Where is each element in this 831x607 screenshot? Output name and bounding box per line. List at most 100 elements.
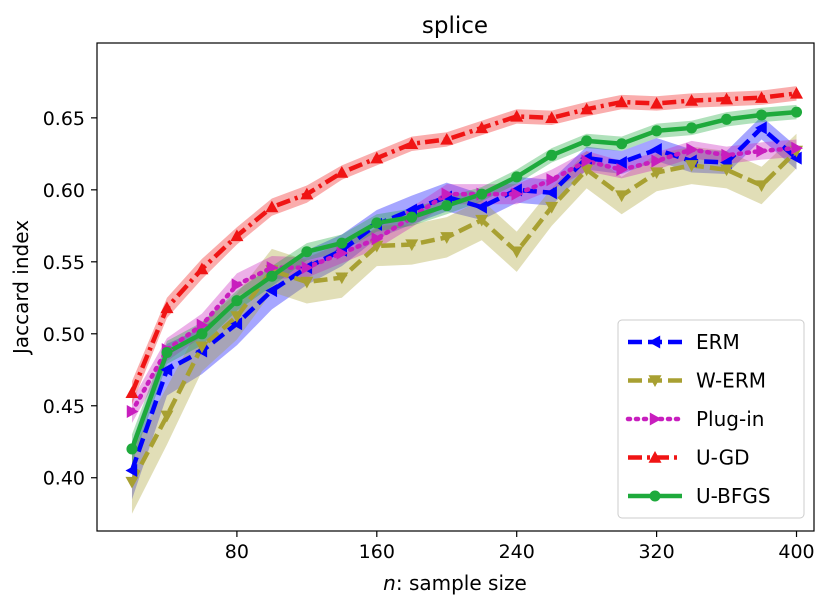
w-erm-data-point xyxy=(510,246,524,259)
w-erm-data-point xyxy=(160,410,174,423)
plug-in-data-point xyxy=(791,141,804,155)
legend-plug-in-marker xyxy=(649,412,662,426)
u-bfgs-data-point xyxy=(301,246,313,258)
u-gd-data-point xyxy=(370,151,384,164)
u-gd-data-point xyxy=(475,121,489,134)
legend-w-erm-marker xyxy=(648,375,662,387)
x-tick-label: 240 xyxy=(499,541,535,563)
plot-frame xyxy=(96,42,815,532)
plug-in-data-point xyxy=(616,163,629,177)
u-gd-data-point xyxy=(580,102,594,115)
u-gd-data-point xyxy=(720,92,734,105)
u-bfgs-data-point xyxy=(406,211,418,223)
x-tick-label: 80 xyxy=(225,541,249,563)
x-tick-label: 160 xyxy=(359,541,395,563)
u-bfgs-data-point xyxy=(756,109,768,121)
w-erm-data-point xyxy=(685,160,699,172)
u-bfgs-data-point xyxy=(161,346,173,359)
w-erm-data-point xyxy=(230,311,244,324)
u-gd-data-point xyxy=(230,229,244,242)
w-erm-data-point xyxy=(335,272,349,285)
series-markers xyxy=(125,86,804,489)
u-gd-data-point xyxy=(755,91,769,103)
plug-in-data-point xyxy=(336,246,349,260)
axes: 80 160 240 320 400 0.40 0.45 0.50 0.55 0.60 0.65 xyxy=(43,42,815,563)
plug-in-data-point xyxy=(266,261,279,275)
u-gd-data-point xyxy=(510,109,524,122)
erm-data-point xyxy=(160,363,173,377)
y-tick-label: 0.60 xyxy=(43,180,85,202)
plug-in-data-point xyxy=(581,154,594,168)
erm-data-point xyxy=(230,317,243,331)
legend-u-gd-marker xyxy=(648,451,662,463)
x-axis-label-text: : sample size xyxy=(396,571,527,595)
u-gd-data-point xyxy=(195,262,209,275)
erm-series-line xyxy=(129,125,798,472)
w-erm-data-point xyxy=(195,341,209,354)
u-bfgs-data-point xyxy=(686,122,698,134)
plug-in-data-point xyxy=(441,187,454,201)
y-tick-label: 0.55 xyxy=(43,252,85,274)
u-bfgs-data-point xyxy=(336,237,348,249)
w-erm-data-point xyxy=(580,164,594,177)
u-bfgs-data-point xyxy=(581,135,593,147)
w-erm-data-point xyxy=(545,201,559,214)
w-erm-data-point xyxy=(125,476,139,489)
plug-in-data-point xyxy=(686,143,699,157)
u-gd-data-point xyxy=(405,137,419,149)
u-bfgs-data-point xyxy=(511,171,523,183)
plug-in-data-point xyxy=(196,318,209,332)
plug-in-data-point xyxy=(756,144,769,158)
erm-data-point xyxy=(615,155,627,169)
plug-in-series-line xyxy=(129,145,799,414)
w-erm-series-line xyxy=(129,149,799,484)
u-bfgs-data-point xyxy=(476,188,488,200)
erm-data-point xyxy=(545,186,557,200)
u-bfgs-data-point xyxy=(546,149,558,161)
legend: ERM W-ERM Plug-in U-GD U-BFGS xyxy=(617,319,805,519)
u-bfgs-data-point xyxy=(126,443,138,455)
x-tick-label: 320 xyxy=(638,541,674,563)
u-gd-data-point xyxy=(685,94,699,106)
u-gd-data-point xyxy=(790,86,804,99)
u-bfgs-confidence-band xyxy=(131,104,797,464)
erm-data-point xyxy=(125,464,138,478)
w-erm-data-point xyxy=(440,232,454,244)
x-axis-label: n: sample size xyxy=(383,571,527,595)
x-axis-label-variable: n xyxy=(383,571,396,595)
w-erm-data-point xyxy=(755,180,769,193)
u-bfgs-data-point xyxy=(616,138,628,150)
plug-in-data-point xyxy=(546,173,559,187)
u-bfgs-data-point xyxy=(231,295,243,307)
u-gd-data-point xyxy=(300,187,314,200)
u-gd-series-line xyxy=(129,91,797,394)
plug-in-data-point xyxy=(511,187,524,201)
w-erm-data-point xyxy=(650,167,664,180)
w-erm-data-point xyxy=(615,190,629,203)
w-erm-data-point xyxy=(475,214,489,227)
plug-in-data-point xyxy=(126,405,139,419)
y-tick-label: 0.45 xyxy=(43,396,85,418)
w-erm-data-point xyxy=(405,239,419,252)
u-gd-data-point xyxy=(265,200,279,213)
u-bfgs-data-point xyxy=(721,113,733,125)
u-gd-data-point xyxy=(440,132,454,145)
y-axis-label: Jaccard index xyxy=(9,220,33,356)
u-gd-data-point xyxy=(125,386,139,399)
erm-data-point xyxy=(755,121,767,135)
u-gd-data-point xyxy=(160,301,174,314)
u-bfgs-series-line xyxy=(129,109,797,450)
legend-u-bfgs-label: U-BFGS xyxy=(696,484,771,508)
u-bfgs-data-point xyxy=(790,106,803,118)
erm-data-point xyxy=(790,151,802,165)
legend-u-bfgs-marker xyxy=(649,490,661,502)
u-gd-data-point xyxy=(615,95,629,108)
erm-data-point xyxy=(650,143,662,157)
u-bfgs-data-point xyxy=(371,217,383,229)
plug-in-data-point xyxy=(721,148,734,162)
series-lines xyxy=(129,91,799,484)
plug-in-data-point xyxy=(371,232,384,246)
w-erm-data-point xyxy=(720,164,734,177)
y-tick-label: 0.40 xyxy=(43,468,85,490)
y-tick-label: 0.65 xyxy=(43,108,85,130)
